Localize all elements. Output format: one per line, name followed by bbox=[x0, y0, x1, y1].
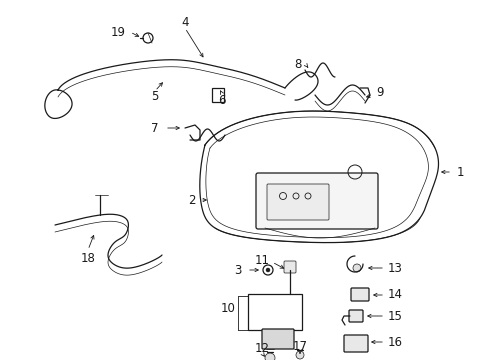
FancyBboxPatch shape bbox=[343, 335, 367, 352]
FancyBboxPatch shape bbox=[266, 184, 328, 220]
Circle shape bbox=[265, 268, 269, 272]
Text: 8: 8 bbox=[294, 58, 301, 72]
Text: 5: 5 bbox=[151, 90, 159, 104]
Bar bbox=[212, 88, 224, 102]
Text: 3: 3 bbox=[234, 264, 241, 276]
Text: 2: 2 bbox=[188, 194, 195, 207]
Text: 12: 12 bbox=[254, 342, 269, 355]
Text: 7: 7 bbox=[151, 122, 159, 135]
Circle shape bbox=[352, 264, 360, 272]
Text: 17: 17 bbox=[292, 341, 307, 354]
Text: 4: 4 bbox=[181, 15, 188, 28]
FancyBboxPatch shape bbox=[284, 261, 295, 273]
Circle shape bbox=[295, 351, 304, 359]
Bar bbox=[247, 294, 302, 330]
Text: 16: 16 bbox=[386, 336, 402, 348]
Text: 9: 9 bbox=[375, 85, 383, 99]
Text: 19: 19 bbox=[110, 26, 125, 39]
FancyBboxPatch shape bbox=[350, 288, 368, 301]
Text: 1: 1 bbox=[455, 166, 463, 179]
FancyBboxPatch shape bbox=[348, 310, 362, 322]
Text: 14: 14 bbox=[386, 288, 402, 302]
FancyBboxPatch shape bbox=[256, 173, 377, 229]
Circle shape bbox=[264, 353, 274, 360]
Text: 13: 13 bbox=[387, 261, 402, 274]
Text: 10: 10 bbox=[220, 302, 235, 315]
Text: 6: 6 bbox=[218, 94, 225, 107]
FancyBboxPatch shape bbox=[262, 329, 293, 349]
Text: 11: 11 bbox=[254, 253, 269, 266]
Text: 18: 18 bbox=[81, 252, 95, 265]
Text: 15: 15 bbox=[387, 310, 402, 323]
